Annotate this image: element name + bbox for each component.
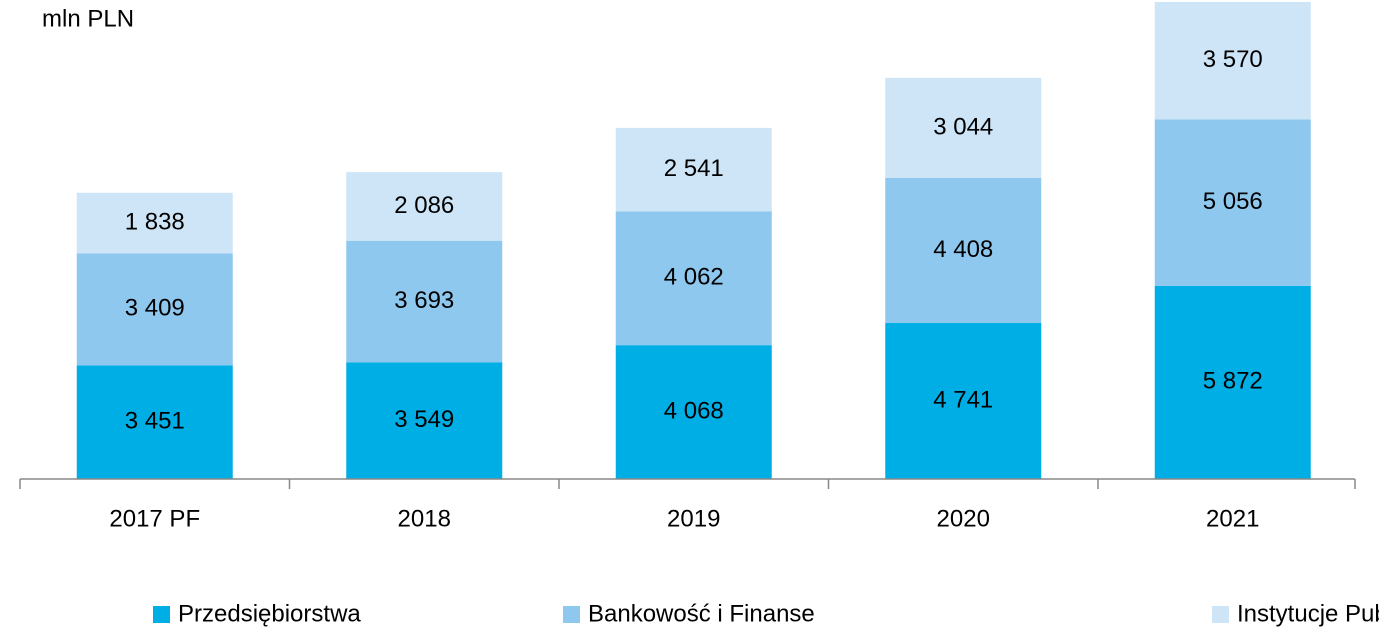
x-tick-label: 2021 [1206, 505, 1259, 532]
bar-segment [1154, 119, 1311, 286]
value-label: 3 693 [394, 287, 454, 314]
legend-label: Bankowość i Finanse [588, 600, 815, 627]
x-tick-label: 2018 [398, 505, 451, 532]
value-label: 1 838 [125, 208, 185, 235]
value-label: 3 409 [125, 295, 185, 322]
value-label: 3 549 [394, 406, 454, 433]
bar-segment [615, 345, 772, 479]
bar-segment [346, 172, 503, 241]
bar-segment [1154, 285, 1311, 479]
value-label: 2 086 [394, 192, 454, 219]
bar-segment [346, 362, 503, 479]
bar-segment [346, 240, 503, 363]
bar-segment [1154, 2, 1311, 120]
value-label: 4 408 [933, 236, 993, 263]
bar-segment [76, 192, 233, 254]
value-label: 3 451 [125, 408, 185, 435]
value-label: 5 872 [1203, 368, 1263, 395]
bar-segment [76, 253, 233, 366]
value-label: 4 062 [664, 264, 724, 291]
legend-swatch [563, 606, 580, 623]
value-label: 4 741 [933, 386, 993, 413]
bar-segment [615, 211, 772, 346]
value-label: 5 056 [1203, 188, 1263, 215]
legend-label: Przedsiębiorstwa [178, 600, 361, 627]
bar-segment [76, 365, 233, 479]
bar-segment [615, 127, 772, 212]
x-tick-label: 2019 [667, 505, 720, 532]
x-tick-label: 2020 [937, 505, 990, 532]
legend-label: Instytucje Publiczne [1237, 600, 1379, 627]
legend-swatch [1212, 606, 1229, 623]
legend-swatch [153, 606, 170, 623]
chart-title: mln PLN [42, 5, 134, 32]
value-label: 3 044 [933, 113, 993, 140]
x-tick-label: 2017 PF [109, 505, 200, 532]
bar-segment [885, 177, 1042, 324]
bar-segment [885, 323, 1042, 479]
value-label: 3 570 [1203, 46, 1263, 73]
bar-segment [885, 77, 1042, 178]
value-label: 2 541 [664, 155, 724, 182]
value-label: 4 068 [664, 397, 724, 424]
